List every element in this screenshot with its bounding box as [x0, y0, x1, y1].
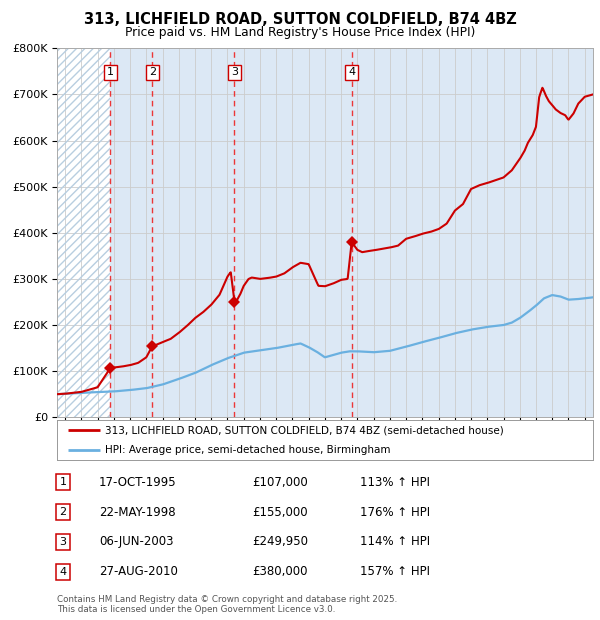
Text: 313, LICHFIELD ROAD, SUTTON COLDFIELD, B74 4BZ (semi-detached house): 313, LICHFIELD ROAD, SUTTON COLDFIELD, B…	[105, 425, 504, 435]
Text: £380,000: £380,000	[252, 565, 308, 578]
Text: £155,000: £155,000	[252, 506, 308, 518]
Text: 17-OCT-1995: 17-OCT-1995	[99, 476, 176, 489]
Text: £107,000: £107,000	[252, 476, 308, 489]
Bar	[57, 48, 110, 417]
Text: 113% ↑ HPI: 113% ↑ HPI	[360, 476, 430, 489]
Text: 4: 4	[59, 567, 67, 577]
Text: 313, LICHFIELD ROAD, SUTTON COLDFIELD, B74 4BZ: 313, LICHFIELD ROAD, SUTTON COLDFIELD, B…	[83, 12, 517, 27]
Text: This data is licensed under the Open Government Licence v3.0.: This data is licensed under the Open Gov…	[57, 604, 335, 614]
Text: 4: 4	[348, 68, 355, 78]
Text: £249,950: £249,950	[252, 536, 308, 548]
Text: 114% ↑ HPI: 114% ↑ HPI	[360, 536, 430, 548]
Bar	[57, 48, 110, 417]
Text: 2: 2	[59, 507, 67, 517]
Text: 3: 3	[231, 68, 238, 78]
Text: 1: 1	[107, 68, 114, 78]
Text: 2: 2	[149, 68, 156, 78]
Text: 3: 3	[59, 537, 67, 547]
Text: Contains HM Land Registry data © Crown copyright and database right 2025.: Contains HM Land Registry data © Crown c…	[57, 595, 397, 604]
Text: 27-AUG-2010: 27-AUG-2010	[99, 565, 178, 578]
Text: 157% ↑ HPI: 157% ↑ HPI	[360, 565, 430, 578]
Text: 22-MAY-1998: 22-MAY-1998	[99, 506, 176, 518]
Text: HPI: Average price, semi-detached house, Birmingham: HPI: Average price, semi-detached house,…	[105, 445, 391, 454]
Text: 1: 1	[59, 477, 67, 487]
Text: 06-JUN-2003: 06-JUN-2003	[99, 536, 173, 548]
Text: 176% ↑ HPI: 176% ↑ HPI	[360, 506, 430, 518]
Text: Price paid vs. HM Land Registry's House Price Index (HPI): Price paid vs. HM Land Registry's House …	[125, 26, 475, 39]
